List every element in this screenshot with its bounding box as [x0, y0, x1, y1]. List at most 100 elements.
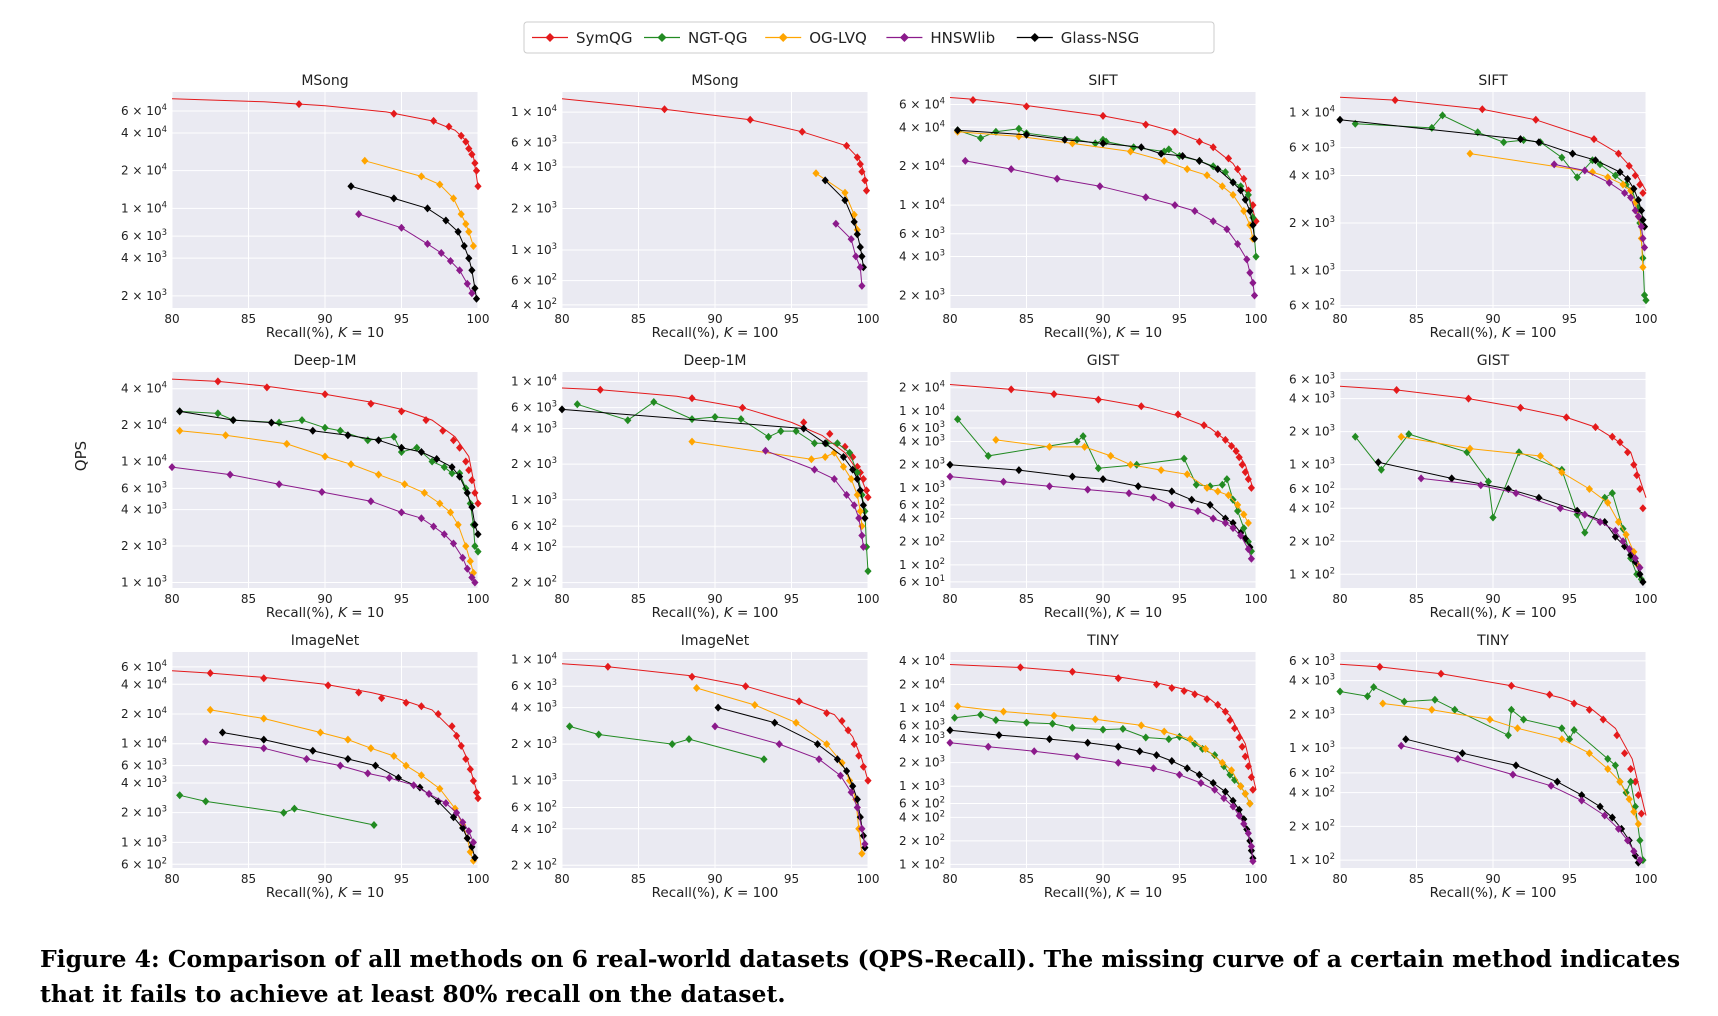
data-point [954, 415, 962, 424]
data-point [1250, 234, 1259, 243]
data-point [1022, 718, 1031, 727]
data-point [1639, 189, 1647, 197]
x-tick-label: 85 [241, 592, 256, 606]
y-tick-label: 4 × 102 [899, 510, 945, 525]
x-tick-label: 90 [1095, 312, 1110, 326]
data-point [1068, 472, 1076, 481]
series-hnswlib [832, 219, 866, 290]
data-point [1535, 493, 1543, 502]
chart-panel-3: SIFT 80 85 90 95 100 6 × 104 4 × 104 2 × 104 1 × … [899, 73, 1267, 341]
data-point [1244, 829, 1252, 838]
data-point [1244, 519, 1252, 527]
data-point [1596, 160, 1604, 169]
data-point [859, 762, 867, 771]
data-point [1209, 143, 1217, 152]
data-point [830, 448, 838, 457]
data-point [795, 697, 803, 706]
y-tick-label: 1 × 104 [511, 104, 557, 119]
data-point [457, 741, 465, 750]
data-point [810, 439, 819, 448]
y-tick-label: 1 × 103 [1289, 263, 1335, 278]
data-point [1614, 149, 1623, 158]
data-point [469, 242, 477, 250]
legend: SymQG NGT-QG OG-LVQ HNSWlib Glass-NSG [523, 21, 1215, 54]
data-point [1601, 811, 1609, 820]
data-point [1636, 836, 1644, 845]
data-point [206, 669, 214, 678]
data-point [1608, 813, 1616, 822]
data-point [1061, 135, 1069, 144]
x-tick-label: 95 [394, 312, 409, 326]
data-point [1206, 500, 1214, 509]
y-tick-label: 4 × 103 [121, 250, 167, 265]
data-point [471, 578, 479, 587]
data-point [260, 714, 268, 723]
data-point [946, 726, 954, 735]
series-hnswlib [946, 738, 1257, 866]
data-point [422, 416, 430, 425]
data-point [1195, 156, 1203, 165]
data-point [1149, 493, 1158, 502]
data-point [1137, 402, 1145, 411]
data-point [1402, 735, 1410, 744]
data-point [858, 281, 866, 290]
legend-box [523, 21, 1215, 54]
data-point [650, 398, 658, 406]
data-point [446, 257, 455, 265]
data-point [1507, 681, 1515, 690]
data-point [436, 784, 444, 793]
legend-entry-symqg: SymQG [532, 29, 632, 47]
data-point [777, 427, 785, 436]
data-point [1417, 474, 1425, 483]
data-point [321, 390, 329, 399]
data-point [367, 399, 375, 408]
y-tick-label: 1 × 104 [511, 651, 557, 666]
x-tick-label: 85 [241, 872, 256, 886]
data-point [946, 472, 954, 481]
y-tick-label: 6 × 103 [899, 226, 945, 241]
x-tick-label: 85 [241, 312, 256, 326]
data-point [999, 477, 1008, 486]
data-point [1091, 139, 1099, 148]
data-point [1214, 700, 1222, 709]
x-tick-label: 90 [1095, 872, 1110, 886]
data-point [459, 824, 467, 832]
data-point [1486, 715, 1494, 724]
figure-caption: Figure 4: Comparison of all methods on 6… [40, 945, 1681, 1008]
data-point [624, 416, 632, 425]
y-tick-label: 4 × 102 [899, 809, 945, 824]
data-point [566, 722, 574, 731]
series-hnswlib [168, 463, 479, 587]
data-point [1209, 779, 1217, 787]
y-tick-label: 6 × 102 [1289, 765, 1335, 780]
data-point [290, 804, 298, 813]
data-point [1504, 731, 1512, 740]
data-point [1234, 507, 1242, 515]
data-point [1581, 166, 1589, 175]
y-tick-label: 6 × 103 [899, 717, 945, 732]
data-point [1142, 193, 1150, 202]
data-point [1400, 697, 1408, 706]
data-point [1246, 268, 1254, 277]
series-line [1339, 96, 1647, 192]
y-tick-label: 6 × 102 [1289, 481, 1335, 496]
data-point [800, 424, 808, 433]
data-point [1203, 171, 1211, 180]
data-point [1636, 180, 1644, 189]
data-point [1616, 777, 1624, 786]
data-point [303, 755, 311, 763]
data-point [1631, 171, 1639, 180]
data-point [1247, 554, 1255, 563]
data-point [954, 126, 962, 135]
data-point [1397, 432, 1405, 441]
data-point [1585, 749, 1593, 758]
data-point [463, 834, 471, 843]
series-line [1401, 745, 1641, 861]
data-point [1363, 692, 1372, 701]
x-axis-label: Recall(%), K = 10 [266, 605, 384, 621]
data-point [1397, 741, 1405, 750]
data-point [1636, 563, 1644, 572]
x-axis-label: Recall(%), K = 100 [652, 885, 779, 901]
data-point [1596, 518, 1604, 526]
data-point [1048, 719, 1057, 728]
